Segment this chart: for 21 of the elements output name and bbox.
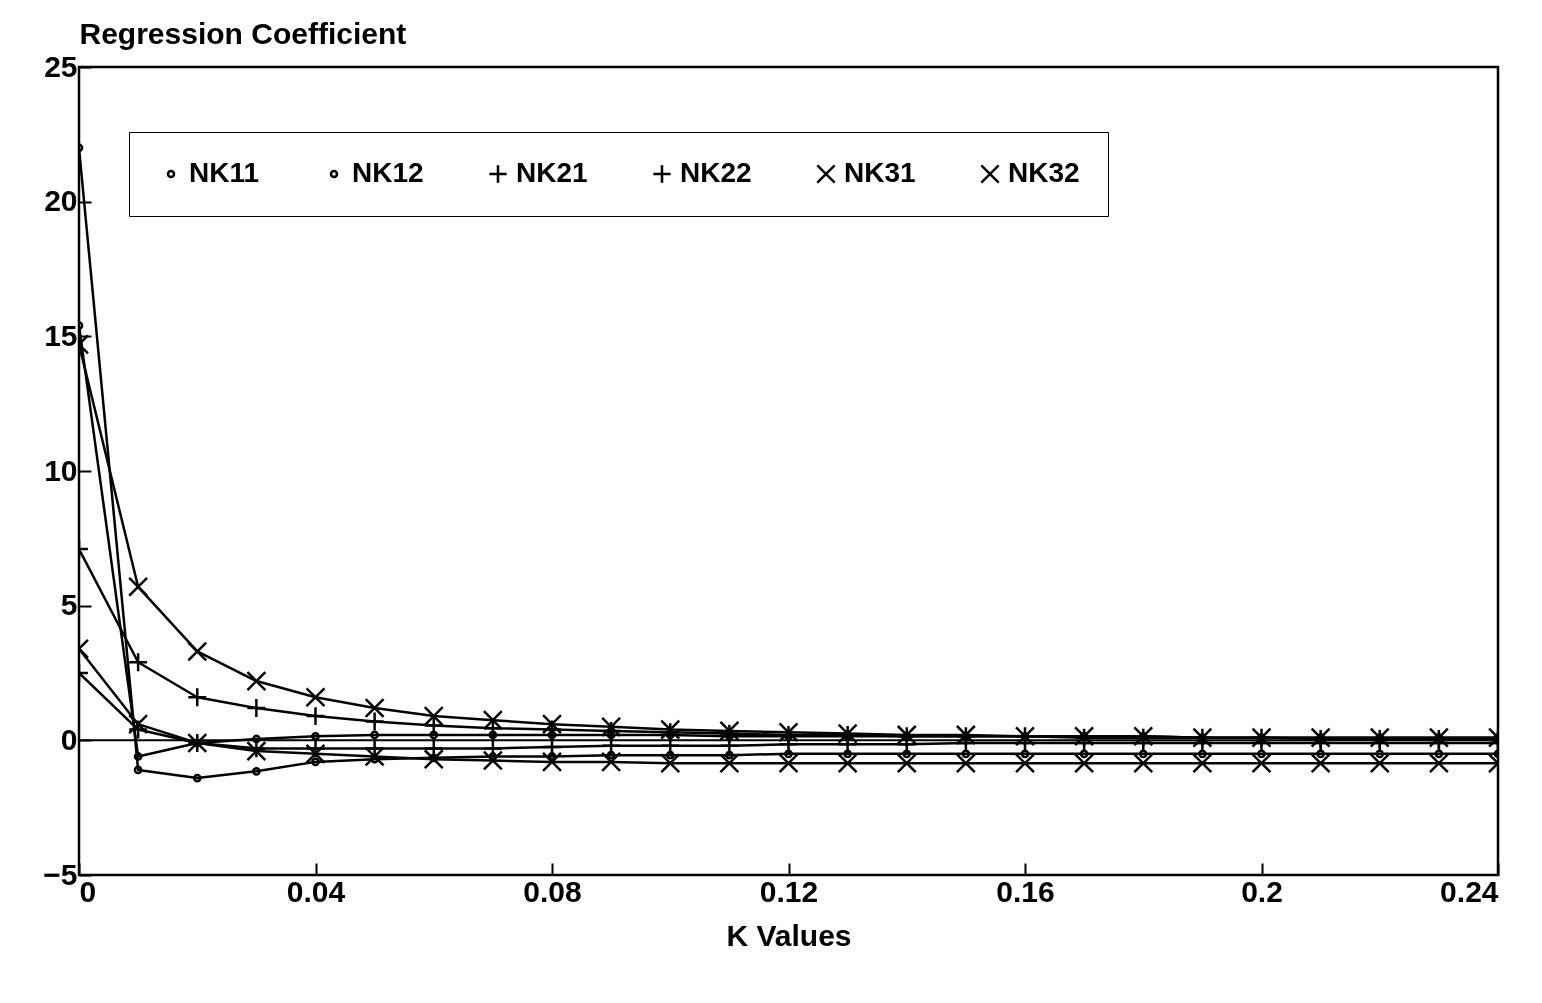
x-tick-label: 0.2 xyxy=(1241,874,1283,908)
y-tick-label: 20 xyxy=(44,184,78,218)
legend-label: NK32 xyxy=(1008,157,1080,188)
y-tick-label: 15 xyxy=(44,318,78,352)
y-tick-label: 5 xyxy=(60,588,78,622)
x-tick-label: 0.08 xyxy=(523,874,582,908)
x-tick-label: 0.04 xyxy=(286,874,346,908)
y-axis-title: Regression Coefficient xyxy=(79,16,407,50)
legend-label: NK31 xyxy=(844,157,916,188)
y-tick-label: 10 xyxy=(44,453,78,487)
y-tick-label: 25 xyxy=(44,49,78,83)
x-tick-label: 0.16 xyxy=(996,874,1055,908)
y-tick-label: 0 xyxy=(60,722,78,756)
x-tick-label: 0.12 xyxy=(759,874,819,908)
legend-label: NK21 xyxy=(516,157,588,188)
y-tick-label: −5 xyxy=(43,857,78,891)
x-axis-title: K Values xyxy=(726,918,852,952)
x-tick-label: 0.24 xyxy=(1440,874,1499,908)
legend-label: NK11 xyxy=(189,157,260,188)
legend-label: NK12 xyxy=(352,157,424,188)
legend-label: NK22 xyxy=(680,157,752,188)
